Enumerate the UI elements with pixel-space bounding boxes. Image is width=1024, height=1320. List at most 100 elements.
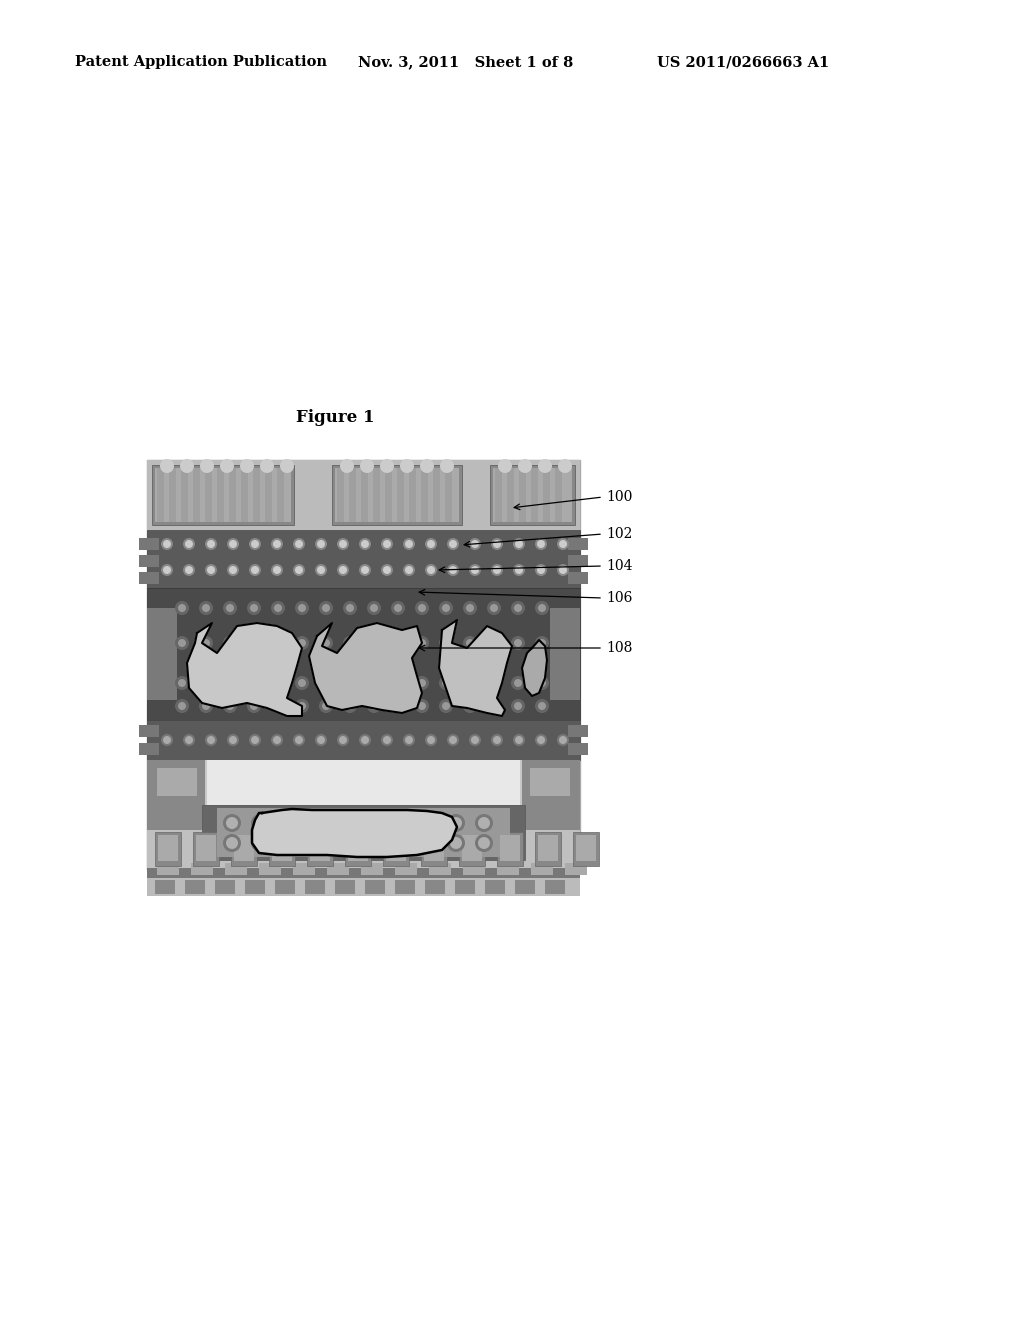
Circle shape (251, 834, 269, 851)
Circle shape (515, 737, 523, 744)
Circle shape (490, 564, 503, 576)
Bar (147, 609, 177, 700)
Circle shape (254, 837, 266, 849)
Bar (272, 836, 292, 861)
Circle shape (394, 702, 402, 710)
Circle shape (337, 564, 349, 576)
Circle shape (343, 601, 357, 615)
Circle shape (419, 814, 437, 832)
Circle shape (463, 700, 477, 713)
Circle shape (343, 700, 357, 713)
Polygon shape (252, 809, 457, 857)
Circle shape (178, 639, 186, 647)
Bar (155, 880, 175, 894)
Text: 106: 106 (606, 591, 633, 605)
Circle shape (490, 734, 503, 746)
Circle shape (415, 601, 429, 615)
Circle shape (226, 639, 234, 647)
Circle shape (535, 601, 549, 615)
Bar (157, 768, 197, 796)
Bar (497, 863, 519, 875)
Bar (573, 832, 599, 866)
Bar (307, 832, 333, 866)
Circle shape (322, 678, 330, 686)
Bar (433, 469, 440, 521)
Circle shape (223, 676, 237, 690)
Bar (305, 880, 325, 894)
Circle shape (537, 540, 545, 548)
Circle shape (381, 539, 393, 550)
Bar (181, 469, 188, 521)
Circle shape (514, 702, 522, 710)
Circle shape (202, 639, 210, 647)
Bar (519, 469, 526, 521)
Circle shape (381, 564, 393, 576)
Bar (205, 469, 212, 521)
Circle shape (493, 737, 501, 744)
Circle shape (370, 678, 378, 686)
Bar (455, 880, 475, 894)
Circle shape (279, 814, 297, 832)
Circle shape (559, 566, 567, 574)
Circle shape (338, 837, 350, 849)
Bar (155, 832, 181, 866)
Bar (395, 863, 417, 875)
Circle shape (183, 564, 195, 576)
Circle shape (514, 639, 522, 647)
Circle shape (338, 817, 350, 829)
Circle shape (271, 636, 285, 649)
Bar (345, 832, 371, 866)
Circle shape (271, 564, 283, 576)
Circle shape (183, 734, 195, 746)
Circle shape (419, 834, 437, 851)
Circle shape (361, 566, 369, 574)
Circle shape (478, 837, 490, 849)
Bar (275, 880, 295, 894)
Circle shape (535, 636, 549, 649)
Circle shape (442, 702, 450, 710)
Circle shape (205, 734, 217, 746)
Bar (495, 469, 502, 521)
Circle shape (298, 702, 306, 710)
Circle shape (249, 734, 261, 746)
Circle shape (370, 639, 378, 647)
Circle shape (415, 700, 429, 713)
Polygon shape (522, 640, 547, 696)
Circle shape (205, 564, 217, 576)
Circle shape (200, 459, 214, 473)
Circle shape (535, 564, 547, 576)
Circle shape (361, 737, 369, 744)
Circle shape (538, 702, 546, 710)
Circle shape (475, 814, 493, 832)
Circle shape (439, 601, 453, 615)
Circle shape (251, 540, 259, 548)
Bar (147, 760, 580, 805)
Bar (522, 760, 580, 805)
Circle shape (223, 814, 241, 832)
Circle shape (361, 540, 369, 548)
Circle shape (538, 459, 552, 473)
Circle shape (487, 636, 501, 649)
Circle shape (469, 539, 481, 550)
Circle shape (207, 737, 215, 744)
Circle shape (205, 539, 217, 550)
Circle shape (400, 459, 414, 473)
Circle shape (447, 814, 465, 832)
Circle shape (315, 539, 327, 550)
Circle shape (295, 540, 303, 548)
Bar (397, 469, 404, 521)
Bar (193, 832, 219, 866)
Circle shape (466, 702, 474, 710)
Circle shape (295, 676, 309, 690)
Circle shape (538, 639, 546, 647)
Bar (335, 880, 355, 894)
Circle shape (343, 636, 357, 649)
Circle shape (183, 539, 195, 550)
Circle shape (310, 837, 322, 849)
Circle shape (160, 459, 174, 473)
Circle shape (469, 564, 481, 576)
Circle shape (391, 700, 406, 713)
Circle shape (178, 678, 186, 686)
Bar (421, 469, 428, 521)
Circle shape (199, 700, 213, 713)
